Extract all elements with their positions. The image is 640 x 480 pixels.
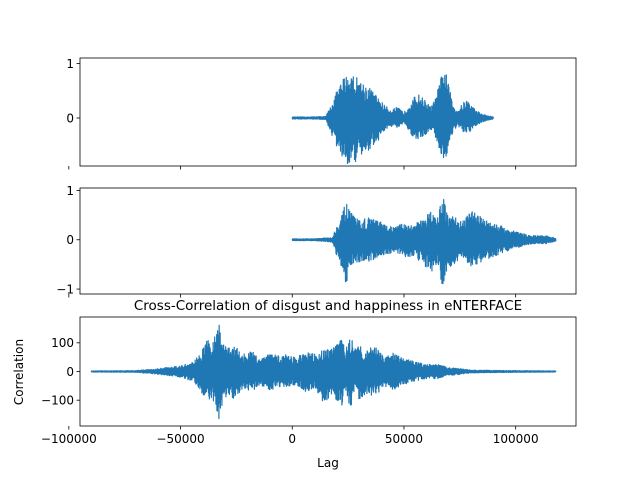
- bottom-series-line: [90, 324, 557, 420]
- x-axis-label: Lag: [317, 456, 339, 470]
- middle-y-tick-label: 1: [66, 184, 74, 198]
- panel-top: 01: [66, 57, 577, 170]
- bottom-x-tick-label: 100000: [493, 432, 539, 446]
- top-y-tick-label: 0: [66, 111, 74, 125]
- bottom-y-tick-label: −100: [41, 393, 74, 407]
- middle-y-tick-label: −1: [56, 282, 74, 296]
- top-y-tick-label: 1: [66, 57, 74, 71]
- bottom-x-tick-label: −100000: [41, 432, 97, 446]
- panel-middle: −1 0 1: [56, 184, 577, 298]
- bottom-x-tick-label: 50000: [385, 432, 423, 446]
- bottom-y-tick-label: 0: [66, 365, 74, 379]
- y-axis-label: Correlation: [12, 339, 26, 405]
- bottom-y-tick-label: 100: [51, 336, 74, 350]
- middle-axes-frame: [79, 187, 577, 295]
- top-axes-frame: [79, 57, 577, 167]
- top-series-line: [291, 74, 494, 164]
- bottom-chart-title: Cross-Correlation of disgust and happine…: [134, 298, 522, 314]
- middle-y-tick-label: 0: [66, 233, 74, 247]
- middle-series-line: [291, 199, 557, 285]
- bottom-x-tick-label: 0: [288, 432, 296, 446]
- bottom-x-tick-label: −50000: [156, 432, 204, 446]
- panel-bottom: −100000 −50000 0 50000 100000 −100 0 100: [41, 316, 577, 446]
